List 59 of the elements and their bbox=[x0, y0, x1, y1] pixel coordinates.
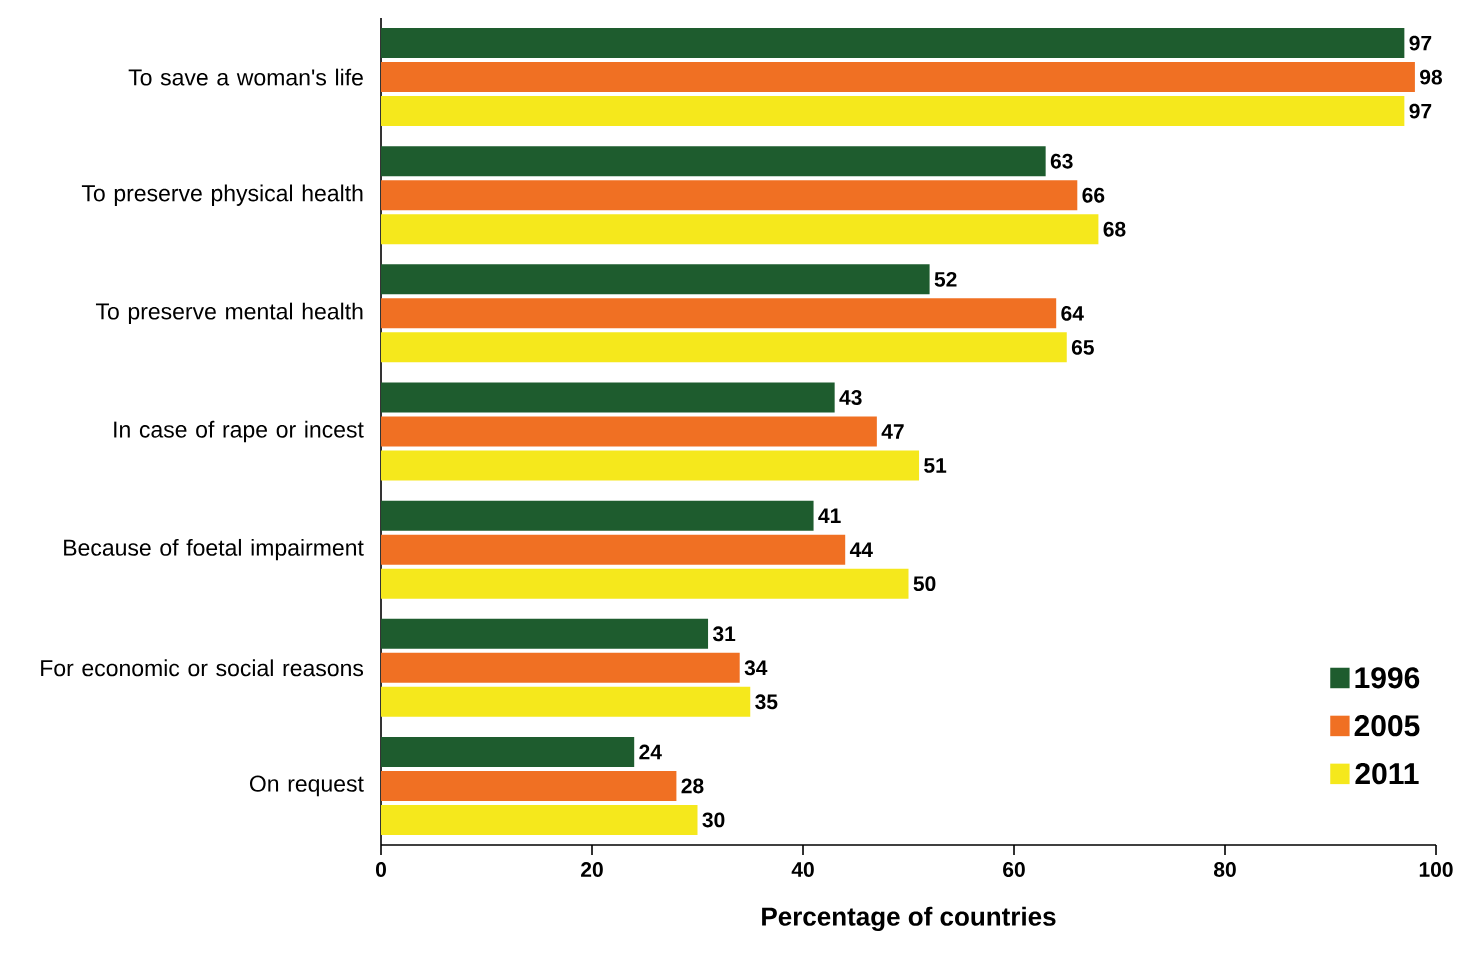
data-label: 97 bbox=[1409, 35, 1432, 51]
bar bbox=[381, 652, 740, 683]
bar bbox=[381, 686, 751, 717]
x-axis-title: Percentage of countries bbox=[762, 906, 1056, 932]
data-label: 28 bbox=[681, 778, 704, 794]
data-label: 47 bbox=[881, 424, 904, 439]
x-tick-label: 60 bbox=[1003, 862, 1025, 877]
data-label: 50 bbox=[913, 576, 936, 592]
data-label: 31 bbox=[712, 626, 736, 642]
y-tick-label: Because of foetal impairment bbox=[64, 538, 364, 561]
bar bbox=[381, 264, 930, 295]
x-tick-label: 80 bbox=[1213, 862, 1236, 877]
bar bbox=[381, 28, 1405, 59]
bar bbox=[381, 736, 635, 767]
y-tick-label: To preserve mental health bbox=[95, 302, 363, 325]
bar bbox=[381, 618, 709, 649]
data-label: 97 bbox=[1409, 103, 1432, 119]
bar bbox=[381, 96, 1405, 127]
data-label: 63 bbox=[1050, 153, 1073, 169]
bar bbox=[381, 534, 846, 565]
data-label: 98 bbox=[1420, 69, 1442, 85]
y-tick-label: For economic or social reasons bbox=[41, 659, 364, 677]
x-tick-label: 0 bbox=[375, 862, 386, 877]
bar bbox=[381, 62, 1415, 93]
data-label: 43 bbox=[839, 390, 862, 405]
data-label: 65 bbox=[1071, 339, 1094, 355]
data-label: 52 bbox=[934, 271, 957, 287]
bar bbox=[381, 180, 1078, 211]
x-tick-label: 40 bbox=[791, 862, 814, 877]
data-label: 30 bbox=[702, 812, 725, 828]
data-label: 35 bbox=[755, 694, 778, 710]
bar bbox=[381, 214, 1099, 245]
data-label: 68 bbox=[1103, 221, 1126, 237]
data-label: 66 bbox=[1082, 187, 1105, 203]
data-label: 34 bbox=[744, 660, 768, 676]
bar bbox=[381, 298, 1057, 329]
y-tick-label: To save a woman's life bbox=[128, 68, 363, 86]
data-label: 24 bbox=[639, 744, 662, 760]
data-label: 44 bbox=[849, 542, 873, 557]
x-tick-label: 100 bbox=[1419, 862, 1453, 877]
y-tick-label: In case of rape or incest bbox=[114, 420, 364, 443]
y-tick-label: To preserve physical health bbox=[81, 184, 363, 206]
bar bbox=[381, 450, 920, 481]
x-tick-label: 20 bbox=[581, 862, 603, 877]
bar bbox=[381, 332, 1067, 363]
data-label: 51 bbox=[924, 458, 947, 473]
y-tick-label: On request bbox=[249, 775, 364, 797]
legend-label: 2005 bbox=[1354, 715, 1420, 737]
legend-label: 1996 bbox=[1355, 667, 1420, 689]
bar bbox=[381, 568, 909, 599]
bar bbox=[381, 416, 877, 447]
bar bbox=[381, 804, 698, 835]
bar bbox=[381, 770, 677, 801]
bar bbox=[381, 500, 814, 531]
data-label: 41 bbox=[818, 508, 841, 523]
data-label: 64 bbox=[1061, 305, 1084, 321]
legend-label: 2011 bbox=[1355, 763, 1419, 785]
bar bbox=[381, 382, 835, 413]
bar bbox=[381, 146, 1046, 177]
